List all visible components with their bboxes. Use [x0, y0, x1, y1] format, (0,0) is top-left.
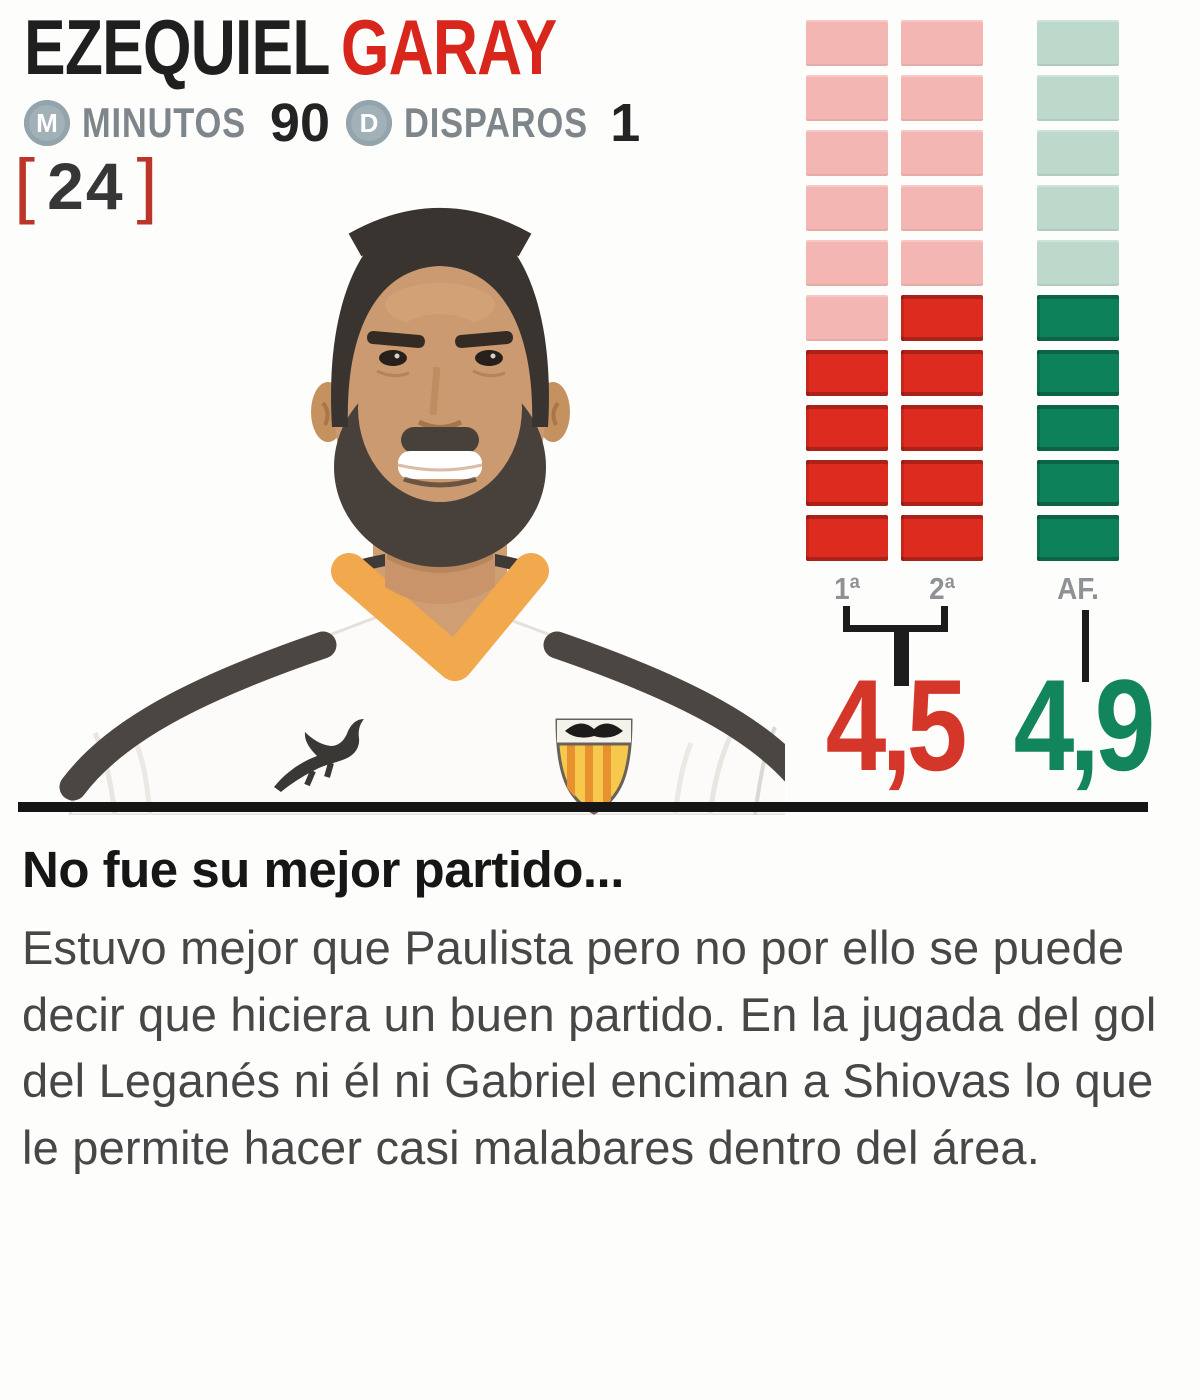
rating-square: [1037, 185, 1119, 231]
stat-shots: D DISPAROS 1: [345, 92, 641, 154]
rating-square: [1037, 295, 1119, 341]
bar-column: 1ª: [806, 20, 888, 607]
bar-column: 2ª: [901, 20, 983, 607]
rating-square: [806, 350, 888, 396]
shirt-number-value: 24: [47, 149, 125, 223]
rating-square: [806, 75, 888, 121]
rating-halves: 4,5: [825, 652, 968, 798]
rating-square: [1037, 130, 1119, 176]
stat-minutes-value: 90: [269, 93, 330, 153]
player-photo: [59, 208, 785, 815]
article-headline: No fue su mejor partido...: [22, 841, 624, 898]
rating-square: [901, 460, 983, 506]
rating-square: [1037, 20, 1119, 66]
rating-square: [1037, 460, 1119, 506]
rating-square: [806, 185, 888, 231]
bar-label: 1ª: [834, 571, 860, 606]
bracket-stem: [894, 628, 909, 686]
rating-square: [901, 20, 983, 66]
rating-square: [901, 405, 983, 451]
stat-shots-value: 1: [610, 93, 641, 153]
rating-square: [901, 295, 983, 341]
rating-square: [901, 75, 983, 121]
close-bracket: ]: [136, 145, 158, 226]
player-last-name: GARAY: [340, 3, 557, 91]
bar-label: AF.: [1057, 571, 1099, 606]
bar-column: AF.: [1037, 20, 1119, 607]
player-first-name: EZEQUIEL: [24, 3, 330, 91]
open-bracket: [: [14, 145, 36, 226]
rating-square: [1037, 350, 1119, 396]
stat-minutes-label: MINUTOS: [82, 99, 246, 146]
rating-square: [806, 20, 888, 66]
stat-minutes: M MINUTOS 90: [24, 92, 330, 154]
rating-square: [806, 295, 888, 341]
rating-square: [901, 130, 983, 176]
af-pointer-line: [1082, 610, 1089, 682]
shots-icon: D: [345, 100, 392, 146]
rating-af: 4,9: [1013, 652, 1156, 798]
rating-square: [1037, 405, 1119, 451]
rating-square: [901, 515, 983, 561]
minutes-icon: M: [24, 100, 70, 146]
page-title: EZEQUIEL GARAY: [24, 8, 557, 86]
stat-shots-label: DISPAROS: [403, 99, 588, 146]
rating-square: [806, 405, 888, 451]
rating-square: [806, 515, 888, 561]
article-body: Estuvo mejor que Paulista pero no por el…: [22, 921, 1157, 1175]
rating-square: [901, 185, 983, 231]
rating-square: [1037, 515, 1119, 561]
shirt-number: [ 24 ]: [14, 148, 158, 224]
rating-square: [901, 240, 983, 286]
rating-square: [806, 240, 888, 286]
rating-square: [1037, 240, 1119, 286]
bracket-tick-left: [843, 606, 850, 632]
bar-label: 2ª: [929, 571, 955, 606]
rating-square: [806, 130, 888, 176]
rating-square: [901, 350, 983, 396]
divider-line: [18, 802, 1148, 812]
rating-square: [806, 460, 888, 506]
match-review: No fue su mejor partido... Estuvo mejor …: [22, 840, 1178, 1182]
bracket-tick-right: [941, 606, 948, 632]
stats-row: M MINUTOS 90 D DISPAROS 1: [24, 92, 641, 154]
rating-square: [1037, 75, 1119, 121]
rating-chart: 1ª 2ª AF.: [806, 20, 1119, 607]
